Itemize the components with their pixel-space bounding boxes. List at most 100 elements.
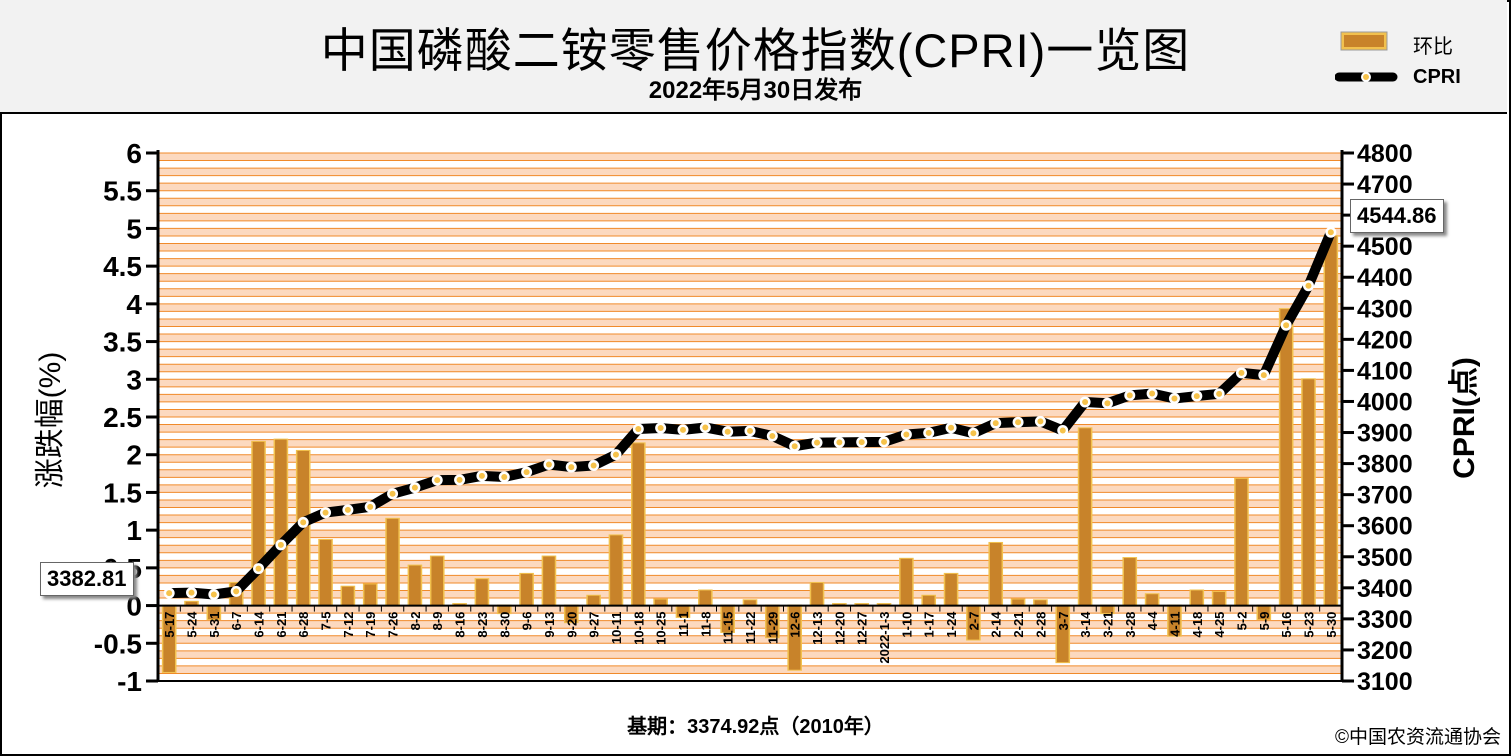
x-tick-label: 5-23 — [1301, 612, 1316, 638]
y-tick-left-label: 5 — [126, 213, 142, 244]
plot-band — [158, 650, 1342, 659]
y-axis-label-right: CPRI(点) — [1448, 357, 1481, 479]
cpri-point-center — [456, 476, 463, 483]
cpri-point-center — [478, 472, 485, 479]
x-tick-label: 4-4 — [1145, 611, 1160, 631]
x-tick-label: 8-30 — [497, 612, 512, 638]
bar — [699, 590, 712, 606]
cpri-point-center — [724, 428, 731, 435]
x-tick-label: 11-29 — [765, 612, 780, 645]
y-tick-right-label: 4200 — [1357, 326, 1413, 354]
bar — [163, 605, 175, 672]
plot-band — [158, 454, 1342, 463]
x-tick-label: 10-18 — [631, 612, 646, 645]
y-tick-right-label: 3500 — [1357, 544, 1413, 572]
x-tick-label: 5-17 — [162, 612, 177, 638]
plot-band — [158, 228, 1342, 236]
bar — [632, 443, 645, 606]
x-tick-label: 3-21 — [1100, 612, 1115, 638]
x-tick-label: 2-21 — [1011, 612, 1026, 638]
header — [0, 0, 1507, 114]
plot-band — [158, 484, 1342, 493]
cpri-point-center — [1126, 392, 1133, 399]
cpri-point-center — [948, 424, 955, 431]
bar — [319, 539, 332, 606]
legend-line-label: CPRI — [1413, 66, 1461, 88]
plot-band — [158, 168, 1342, 176]
x-tick-label: 12-6 — [788, 612, 803, 638]
x-tick-label: 12-20 — [832, 612, 847, 645]
bar — [1213, 591, 1225, 606]
cpri-point-center — [1149, 390, 1156, 397]
plot-band — [158, 364, 1342, 372]
bar — [945, 573, 957, 606]
bar — [409, 565, 421, 606]
legend-item-bar: 环比 — [1335, 28, 1495, 58]
cpri-point-center — [1193, 393, 1200, 400]
cpri-point-center — [1305, 282, 1312, 289]
cpri-point-center — [523, 469, 530, 476]
bar — [967, 605, 980, 640]
bar — [587, 595, 600, 606]
bar — [208, 605, 220, 620]
y-tick-left-label: 1 — [126, 515, 142, 546]
bar — [565, 605, 578, 623]
cpri-point-center — [322, 509, 329, 516]
x-ticks: 5-17 5-24 5-31 6-7 6-14 6-21 6-28 7-5 7-12 7-19 7-… — [162, 605, 1343, 664]
x-tick-label: 11-1 — [676, 612, 691, 637]
chart-subtitle: 2022年5月30日发布 — [648, 77, 863, 104]
cpri-point-center — [300, 519, 307, 526]
y-tick-right-label: 3900 — [1357, 420, 1413, 448]
cpri-point-center — [1327, 229, 1334, 236]
x-tick-label: 5-9 — [1257, 612, 1272, 631]
y-tick-left-label: 0 — [126, 591, 142, 622]
bar — [677, 605, 689, 617]
bar — [1280, 309, 1292, 606]
y-axis-label-left: 涨跌幅(%) — [34, 352, 67, 489]
bar — [922, 595, 935, 606]
y-ticks-left: 65.554.543.532.521.510.50-0.5-1 — [94, 138, 158, 697]
bar — [788, 605, 801, 670]
plot-band — [158, 349, 1342, 357]
x-tick-label: 5-24 — [185, 611, 200, 638]
bar — [1056, 605, 1069, 663]
cpri-point-center — [903, 431, 910, 438]
bar — [543, 556, 555, 606]
y-tick-right-label: 4800 — [1357, 140, 1413, 168]
bar — [386, 518, 399, 606]
bar — [476, 579, 488, 606]
cpri-point-center — [1260, 372, 1267, 379]
x-tick-label: 7-5 — [319, 612, 334, 631]
chart-title: 中国磷酸二铵零售价格指数(CPRI)一览图 — [320, 24, 1191, 77]
legend-item-line: CPRI — [1335, 64, 1495, 90]
bar — [1123, 558, 1136, 606]
y-tick-right-label: 3800 — [1357, 451, 1413, 479]
plot-band — [158, 499, 1342, 508]
plot-band — [158, 530, 1342, 538]
plot-band — [158, 153, 1342, 161]
x-tick-label: 9-20 — [564, 612, 579, 638]
y-tick-left-label: 6 — [126, 138, 142, 169]
y-tick-left-label: 4 — [126, 289, 142, 320]
x-tick-label: 3-14 — [1078, 611, 1093, 638]
y-tick-right-label: 4300 — [1357, 295, 1413, 323]
plot-band — [158, 394, 1342, 402]
legend-bar-swatch — [1340, 31, 1388, 51]
x-tick-label: 1-17 — [922, 612, 937, 638]
cpri-point-center — [1015, 419, 1022, 426]
cpri-point-center — [769, 432, 776, 439]
cpri-point-center — [233, 588, 240, 595]
cpri-point-center — [747, 427, 753, 434]
x-tick-label: 5-30 — [1324, 612, 1339, 638]
bar — [654, 599, 667, 606]
plot-band — [158, 243, 1342, 252]
plot-band — [158, 409, 1342, 417]
y-tick-right-label: 4500 — [1357, 233, 1413, 261]
plot-band — [158, 213, 1342, 221]
y-tick-right-label: 3400 — [1357, 575, 1413, 603]
x-tick-label: 7-26 — [386, 612, 401, 638]
cpri-point-center — [791, 443, 798, 450]
x-tick-label: 7-19 — [363, 612, 378, 638]
y-tick-left-label: 2.5 — [103, 402, 142, 433]
